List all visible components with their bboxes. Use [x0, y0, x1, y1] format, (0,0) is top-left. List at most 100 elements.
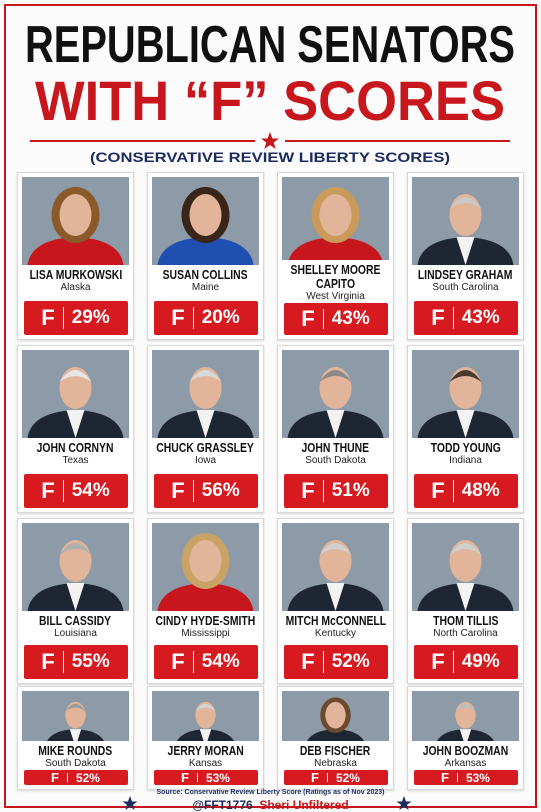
- score-badge: F 53%: [153, 770, 258, 785]
- senator-name: JOHN BOOZMAN: [422, 743, 509, 758]
- senator-state: South Carolina: [432, 282, 499, 293]
- hair: [319, 370, 352, 382]
- portrait: [22, 523, 129, 611]
- senator-card: SHELLEY MOORE CAPITO West Virginia F 43%: [277, 172, 394, 340]
- senator-card: JOHN BOOZMAN Arkansas F 53%: [407, 686, 524, 790]
- badge-separator: [196, 773, 198, 782]
- senator-state: Alaska: [60, 282, 91, 293]
- score: 43%: [461, 307, 500, 328]
- grade: F: [301, 649, 315, 674]
- senator-state: West Virginia: [306, 290, 365, 302]
- shirt: [459, 729, 472, 741]
- shirt: [66, 410, 85, 438]
- portrait: [282, 350, 389, 438]
- senator-name: CHUCK GRASSLEY: [156, 440, 255, 455]
- score: 54%: [71, 480, 110, 501]
- hair: [319, 543, 352, 555]
- senator-state: Iowa: [194, 455, 217, 466]
- badge-separator: [192, 480, 194, 502]
- score-badge: F 29%: [23, 301, 128, 335]
- hair: [449, 370, 482, 382]
- senator-state: South Dakota: [45, 758, 106, 769]
- header: REPUBLICAN SENATORS WITH “F” SCORES (CON…: [25, 16, 515, 165]
- score: 56%: [201, 480, 240, 501]
- badge-separator: [326, 773, 328, 782]
- grade: F: [41, 478, 55, 503]
- hair: [59, 543, 92, 555]
- hair: [195, 703, 216, 712]
- portrait: [412, 177, 519, 265]
- shirt: [196, 410, 215, 438]
- shoulders: [157, 237, 254, 265]
- score: 51%: [331, 480, 370, 501]
- portrait: [22, 350, 129, 438]
- senator-card: LISA MURKOWSKI Alaska F 29%: [17, 172, 134, 340]
- badge-separator: [452, 307, 454, 329]
- score-badge: F 49%: [413, 645, 518, 679]
- badge-separator: [62, 651, 64, 673]
- credit: @FFT1776 Sheri Unfiltered: [0, 798, 541, 812]
- score-badge: F 52%: [283, 770, 388, 785]
- senator-card: DEB FISCHER Nebraska F 52%: [277, 686, 394, 790]
- score-badge: F 56%: [153, 474, 258, 508]
- grade: F: [441, 770, 449, 785]
- grade: F: [41, 305, 55, 330]
- senator-name: THOM TILLIS: [432, 613, 499, 628]
- portrait: [412, 691, 519, 741]
- shirt: [326, 410, 345, 438]
- face: [189, 194, 222, 236]
- score: 52%: [335, 770, 360, 785]
- shirt: [66, 583, 85, 611]
- senator-name: TODD YOUNG: [430, 440, 501, 455]
- hair: [189, 370, 222, 382]
- senator-state: Maine: [191, 282, 220, 293]
- senator-card: MIKE ROUNDS South Dakota F 52%: [17, 686, 134, 790]
- hair: [455, 703, 476, 712]
- badge-separator: [62, 307, 64, 329]
- badge-separator: [452, 480, 454, 502]
- senator-name: JOHN THUNE: [301, 440, 370, 455]
- senator-name: CINDY HYDE-SMITH: [155, 613, 256, 628]
- senator-name: BILL CASSIDY: [39, 613, 112, 628]
- portrait: [412, 350, 519, 438]
- senator-card: CHUCK GRASSLEY Iowa F 56%: [147, 345, 264, 513]
- senator-card: BILL CASSIDY Louisiana F 55%: [17, 518, 134, 684]
- shoulders: [157, 583, 254, 611]
- senator-name: LINDSEY GRAHAM: [418, 267, 513, 282]
- portrait: [22, 691, 129, 741]
- score-badge: F 48%: [413, 474, 518, 508]
- grade: F: [431, 649, 445, 674]
- portrait: [152, 350, 259, 438]
- badge-separator: [322, 651, 324, 673]
- score-badge: F 51%: [283, 474, 388, 508]
- portrait: [282, 177, 389, 260]
- hair: [59, 370, 92, 382]
- shoulders: [27, 237, 124, 265]
- score: 55%: [71, 651, 110, 672]
- senator-state: Indiana: [449, 455, 482, 466]
- senator-state: North Carolina: [433, 628, 498, 639]
- senator-state: Nebraska: [314, 758, 357, 769]
- score-badge: F 43%: [283, 302, 388, 335]
- senator-state: Kentucky: [314, 628, 357, 639]
- grade: F: [301, 305, 315, 331]
- senator-card: LINDSEY GRAHAM South Carolina F 43%: [407, 172, 524, 340]
- score-badge: F 52%: [283, 645, 388, 679]
- portrait: [282, 523, 389, 611]
- senator-card: TODD YOUNG Indiana F 48%: [407, 345, 524, 513]
- handle: @FFT1776: [192, 798, 253, 812]
- shoulders: [288, 237, 383, 260]
- score: 54%: [201, 651, 240, 672]
- senator-card: CINDY HYDE-SMITH Mississippi F 54%: [147, 518, 264, 684]
- portrait: [152, 523, 259, 611]
- title-line1: REPUBLICAN SENATORS: [25, 16, 515, 74]
- senator-name: LISA MURKOWSKI: [29, 267, 122, 282]
- senator-card: JOHN CORNYN Texas F 54%: [17, 345, 134, 513]
- senator-state: Mississippi: [181, 628, 230, 639]
- senator-state: Kansas: [188, 758, 223, 769]
- face: [319, 194, 352, 236]
- grade: F: [181, 770, 189, 785]
- portrait: [152, 177, 259, 265]
- senator-card: JOHN THUNE South Dakota F 51%: [277, 345, 394, 513]
